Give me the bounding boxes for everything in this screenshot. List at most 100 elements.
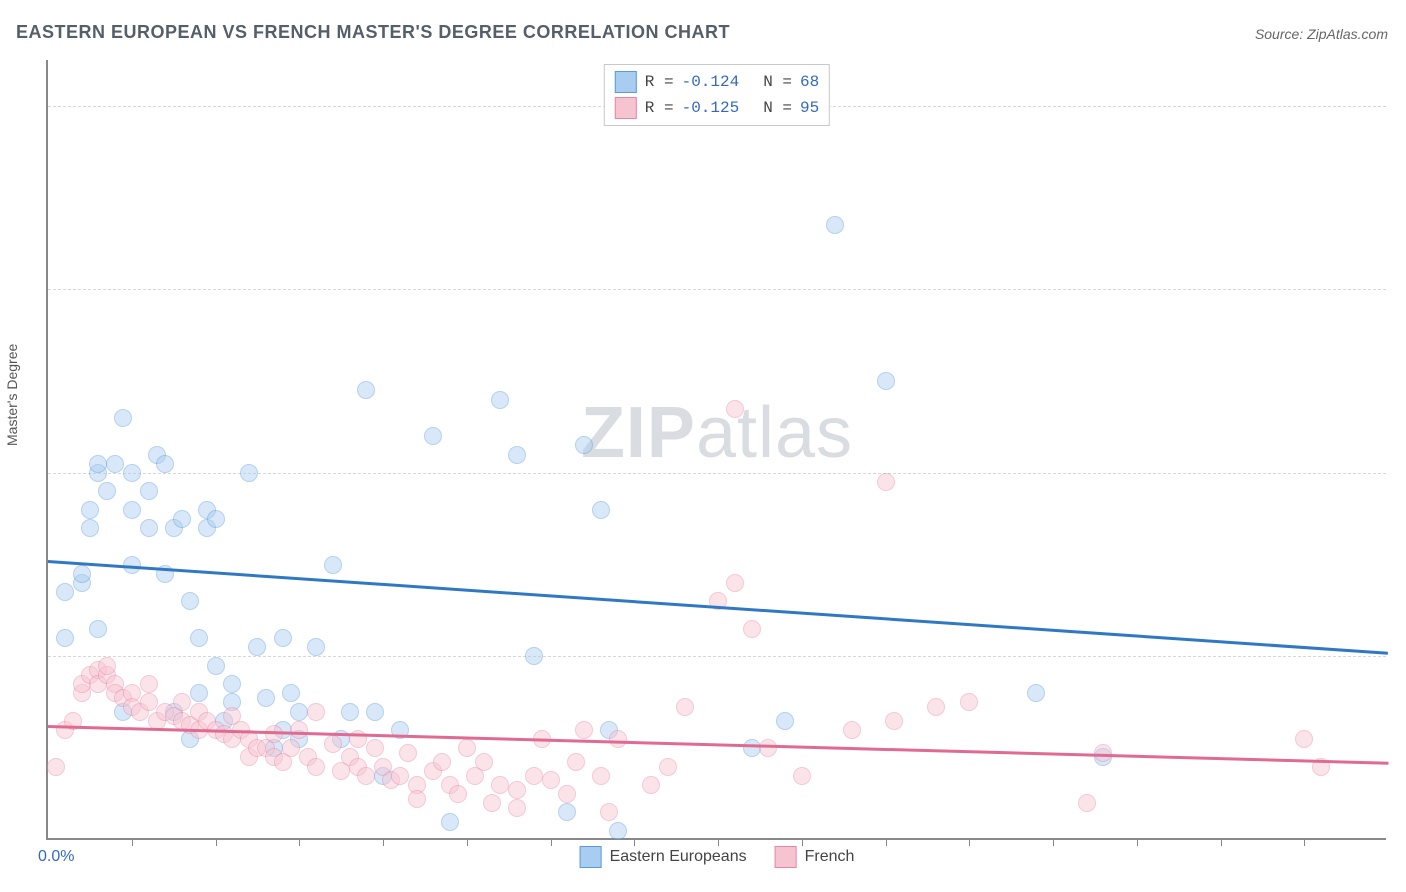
- x-tick: [1304, 838, 1305, 846]
- trendline-eastern: [48, 560, 1388, 654]
- x-tick: [383, 838, 384, 846]
- scatter-point-eastern: [424, 427, 442, 445]
- scatter-point-eastern: [525, 647, 543, 665]
- scatter-point-french: [525, 767, 543, 785]
- scatter-point-eastern: [89, 620, 107, 638]
- scatter-point-french: [558, 785, 576, 803]
- watermark-rest: atlas: [696, 393, 853, 473]
- scatter-point-french: [542, 771, 560, 789]
- scatter-point-eastern: [558, 803, 576, 821]
- scatter-point-french: [140, 675, 158, 693]
- scatter-point-eastern: [575, 436, 593, 454]
- scatter-point-french: [307, 758, 325, 776]
- source-prefix: Source:: [1255, 26, 1307, 42]
- scatter-point-french: [449, 785, 467, 803]
- gridline: [48, 656, 1386, 657]
- scatter-point-eastern: [324, 556, 342, 574]
- scatter-point-eastern: [257, 689, 275, 707]
- scatter-point-french: [1078, 794, 1096, 812]
- scatter-point-french: [282, 739, 300, 757]
- scatter-point-french: [324, 735, 342, 753]
- scatter-point-french: [508, 799, 526, 817]
- swatch-french: [775, 846, 797, 868]
- scatter-point-eastern: [207, 657, 225, 675]
- legend-item-eastern: Eastern Europeans: [580, 846, 747, 868]
- x-tick: [1053, 838, 1054, 846]
- legend-label-french: French: [805, 848, 855, 866]
- scatter-point-eastern: [114, 409, 132, 427]
- scatter-point-french: [1295, 730, 1313, 748]
- x-tick: [1137, 838, 1138, 846]
- scatter-point-eastern: [491, 391, 509, 409]
- scatter-point-eastern: [826, 216, 844, 234]
- scatter-point-eastern: [743, 739, 761, 757]
- scatter-point-french: [743, 620, 761, 638]
- x-axis-min-label: 0.0%: [38, 848, 74, 866]
- x-tick: [132, 838, 133, 846]
- scatter-point-eastern: [106, 455, 124, 473]
- n-value-eastern: 68: [800, 73, 819, 91]
- legend-item-french: French: [775, 846, 855, 868]
- x-tick: [299, 838, 300, 846]
- scatter-point-eastern: [441, 813, 459, 831]
- scatter-point-eastern: [73, 565, 91, 583]
- series-legend: Eastern Europeans French: [580, 846, 855, 868]
- scatter-point-french: [173, 693, 191, 711]
- scatter-point-french: [609, 730, 627, 748]
- gridline: [48, 289, 1386, 290]
- scatter-point-french: [399, 744, 417, 762]
- swatch-eastern: [580, 846, 602, 868]
- scatter-point-french: [98, 657, 116, 675]
- legend-row-french: R = -0.125 N = 95: [615, 95, 819, 121]
- x-tick: [216, 838, 217, 846]
- x-tick: [886, 838, 887, 846]
- scatter-point-eastern: [366, 703, 384, 721]
- scatter-point-french: [433, 753, 451, 771]
- scatter-point-eastern: [240, 464, 258, 482]
- plot-area: ZIPatlas R = -0.124 N = 68 R = -0.125 N …: [46, 60, 1386, 840]
- y-tick-label: 20.0%: [1394, 647, 1406, 665]
- n-label: N =: [763, 73, 792, 91]
- legend-label-eastern: Eastern Europeans: [610, 848, 747, 866]
- scatter-point-eastern: [877, 372, 895, 390]
- scatter-point-eastern: [207, 510, 225, 528]
- scatter-point-eastern: [123, 464, 141, 482]
- scatter-point-french: [642, 776, 660, 794]
- swatch-eastern: [615, 71, 637, 93]
- y-tick-label: 60.0%: [1394, 280, 1406, 298]
- source-name: ZipAtlas.com: [1307, 26, 1388, 42]
- scatter-point-french: [290, 721, 308, 739]
- scatter-point-eastern: [173, 510, 191, 528]
- scatter-point-french: [140, 693, 158, 711]
- scatter-point-eastern: [592, 501, 610, 519]
- scatter-point-french: [927, 698, 945, 716]
- r-label: R =: [645, 99, 674, 117]
- x-tick: [551, 838, 552, 846]
- scatter-point-eastern: [156, 455, 174, 473]
- scatter-point-eastern: [190, 684, 208, 702]
- x-tick: [802, 838, 803, 846]
- scatter-point-eastern: [248, 638, 266, 656]
- scatter-point-eastern: [123, 501, 141, 519]
- scatter-point-eastern: [98, 482, 116, 500]
- scatter-point-eastern: [357, 381, 375, 399]
- scatter-point-french: [391, 767, 409, 785]
- x-tick: [1221, 838, 1222, 846]
- x-axis-max-label: 80.0%: [1394, 848, 1406, 866]
- n-label: N =: [763, 99, 792, 117]
- scatter-point-french: [475, 753, 493, 771]
- scatter-point-french: [491, 776, 509, 794]
- scatter-point-eastern: [56, 583, 74, 601]
- chart-container: EASTERN EUROPEAN VS FRENCH MASTER'S DEGR…: [0, 0, 1406, 892]
- scatter-point-eastern: [223, 675, 241, 693]
- watermark: ZIPatlas: [581, 392, 853, 474]
- watermark-bold: ZIP: [581, 393, 696, 473]
- y-tick-label: 80.0%: [1394, 97, 1406, 115]
- scatter-point-french: [600, 803, 618, 821]
- scatter-point-eastern: [274, 629, 292, 647]
- r-value-eastern: -0.124: [682, 73, 740, 91]
- r-value-french: -0.125: [682, 99, 740, 117]
- scatter-point-eastern: [290, 703, 308, 721]
- x-tick: [969, 838, 970, 846]
- scatter-point-french: [47, 758, 65, 776]
